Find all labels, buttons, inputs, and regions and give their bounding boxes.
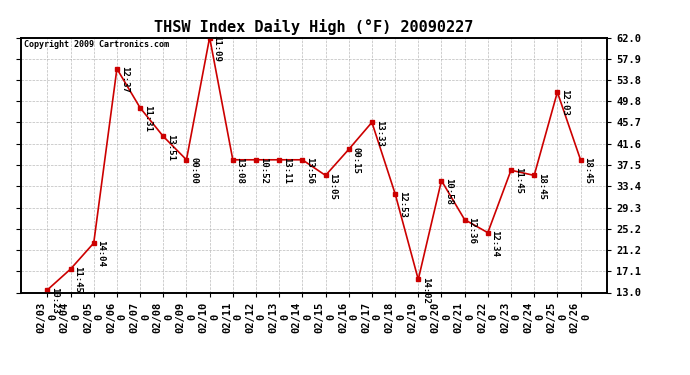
Text: 14:04: 14:04 xyxy=(97,240,106,267)
Text: 12:03: 12:03 xyxy=(560,89,569,116)
Text: 00:00: 00:00 xyxy=(189,157,198,184)
Text: 11:09: 11:09 xyxy=(213,35,221,62)
Text: 18:45: 18:45 xyxy=(583,157,592,184)
Text: 13:33: 13:33 xyxy=(375,120,384,146)
Text: Copyright 2009 Cartronics.com: Copyright 2009 Cartronics.com xyxy=(23,40,168,49)
Text: 00:15: 00:15 xyxy=(351,147,360,174)
Text: 11:31: 11:31 xyxy=(143,105,152,132)
Text: 13:05: 13:05 xyxy=(328,172,337,200)
Text: 10:58: 10:58 xyxy=(444,178,453,205)
Text: 14:02: 14:02 xyxy=(421,277,430,304)
Text: 11:45: 11:45 xyxy=(514,167,523,194)
Text: 12:34: 12:34 xyxy=(491,230,500,257)
Text: 13:11: 13:11 xyxy=(282,157,291,184)
Text: 11:45: 11:45 xyxy=(73,266,82,293)
Text: 10:23: 10:23 xyxy=(50,287,59,314)
Text: 12:36: 12:36 xyxy=(467,217,476,244)
Text: 13:56: 13:56 xyxy=(305,157,314,184)
Title: THSW Index Daily High (°F) 20090227: THSW Index Daily High (°F) 20090227 xyxy=(155,19,473,35)
Text: 18:45: 18:45 xyxy=(537,172,546,200)
Text: 12:53: 12:53 xyxy=(398,191,407,218)
Text: 13:08: 13:08 xyxy=(235,157,244,184)
Text: 12:37: 12:37 xyxy=(119,66,128,93)
Text: 13:51: 13:51 xyxy=(166,134,175,160)
Text: 10:52: 10:52 xyxy=(259,157,268,184)
